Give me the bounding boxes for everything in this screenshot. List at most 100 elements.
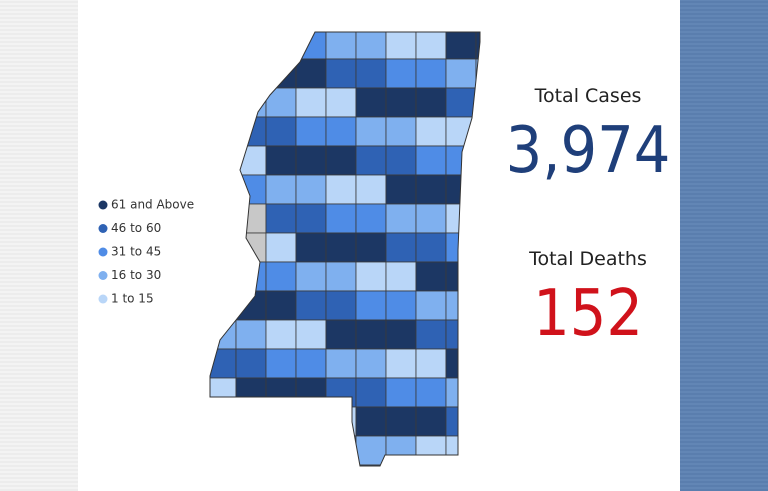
county: [325, 232, 357, 263]
county: [475, 261, 480, 292]
county: [265, 145, 297, 176]
county: [445, 58, 477, 89]
county: [415, 145, 447, 176]
legend-label: 31 to 45: [111, 245, 161, 259]
county: [235, 290, 267, 321]
stat-label: Total Cases: [534, 85, 642, 107]
county: [445, 464, 477, 466]
county: [325, 261, 357, 292]
county: [295, 203, 327, 234]
county: [265, 261, 297, 292]
county: [235, 464, 267, 466]
county: [445, 32, 477, 60]
county: [415, 232, 447, 263]
county: [295, 261, 327, 292]
county: [415, 32, 447, 60]
county: [235, 406, 267, 437]
county: [325, 348, 357, 379]
county: [385, 377, 417, 408]
county: [415, 203, 447, 234]
legend-swatch: [98, 224, 108, 233]
legend-label: 61 and Above: [111, 198, 194, 212]
county: [415, 319, 447, 350]
county: [210, 290, 237, 321]
county: [385, 58, 417, 89]
county: [325, 203, 357, 234]
county: [385, 290, 417, 321]
county: [265, 116, 297, 147]
county: [355, 464, 387, 466]
county: [445, 261, 477, 292]
county: [445, 406, 477, 437]
county: [385, 261, 417, 292]
stats: Total Cases 3,974 Total Deaths 152: [506, 85, 671, 351]
county: [295, 290, 327, 321]
county: [325, 319, 357, 350]
county: [210, 261, 237, 292]
county: [475, 290, 480, 321]
county: [475, 464, 480, 466]
county: [325, 32, 357, 60]
county: [295, 348, 327, 379]
county: [475, 435, 480, 466]
county: [210, 319, 237, 350]
legend-swatch: [98, 200, 108, 210]
county: [475, 377, 480, 408]
county: [235, 261, 267, 292]
county: [295, 32, 327, 60]
county: [385, 32, 417, 60]
county: [475, 32, 480, 60]
county: [235, 319, 267, 350]
county: [265, 290, 297, 321]
county: [235, 116, 267, 147]
county: [325, 145, 357, 176]
county: [325, 116, 357, 147]
county: [385, 232, 417, 263]
county: [445, 377, 477, 408]
county: [355, 145, 387, 176]
county: [385, 348, 417, 379]
county: [265, 87, 297, 118]
legend-label: 1 to 15: [111, 292, 154, 306]
county: [475, 406, 480, 437]
county: [445, 348, 477, 379]
county: [235, 87, 267, 118]
county: [210, 116, 237, 147]
county: [295, 145, 327, 176]
county: [235, 174, 267, 205]
county: [355, 58, 387, 89]
county: [415, 174, 447, 205]
county: [295, 377, 327, 408]
county: [355, 87, 387, 118]
county: [385, 406, 417, 437]
county: [385, 87, 417, 118]
county: [265, 203, 297, 234]
county: [265, 32, 297, 60]
county: [355, 406, 387, 437]
county: [210, 435, 237, 466]
county: [355, 348, 387, 379]
county: [385, 116, 417, 147]
county: [325, 87, 357, 118]
county: [475, 174, 480, 205]
county: [210, 174, 237, 205]
county: [235, 435, 267, 466]
county: [415, 435, 447, 466]
legend-label: 16 to 30: [111, 268, 161, 282]
county: [265, 319, 297, 350]
county: [295, 464, 327, 466]
county: [295, 232, 327, 263]
county: [475, 348, 480, 379]
county: [415, 58, 447, 89]
county: [355, 174, 387, 205]
county: [355, 435, 387, 466]
county: [475, 319, 480, 350]
county: [445, 87, 477, 118]
county: [295, 116, 327, 147]
county: [355, 377, 387, 408]
county: [385, 145, 417, 176]
county: [415, 464, 447, 466]
county: [475, 116, 480, 147]
county: [415, 116, 447, 147]
